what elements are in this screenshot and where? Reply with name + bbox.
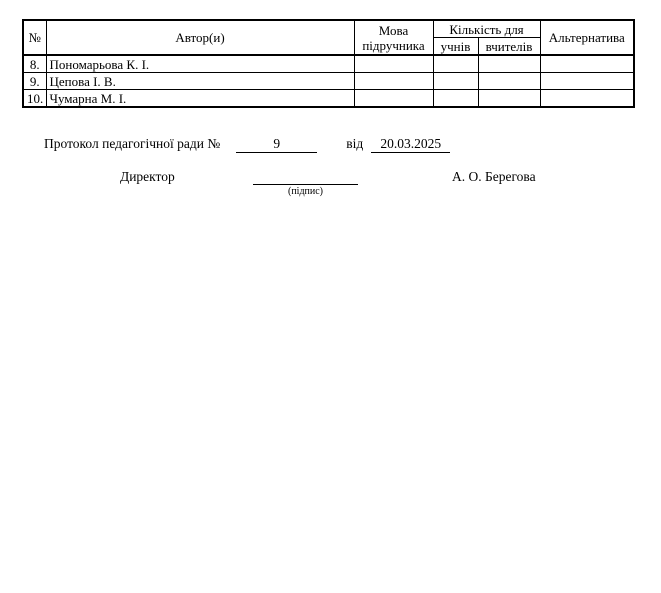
row-number-cell: 8. (22, 54, 47, 73)
teachers-count-cell (477, 72, 541, 90)
students-count-cell (432, 54, 479, 73)
protocol-label: Протокол педагогічної ради № (44, 136, 221, 151)
director-name: А. О. Берегова (452, 169, 536, 184)
signature-block: (підпис) (253, 169, 358, 198)
author-cell: Пономарьова К. І. (45, 54, 355, 73)
author-cell: Цепова І. В. (45, 72, 355, 90)
language-cell (353, 89, 434, 108)
textbook-order-table: № Автор(и) Мова підручника Кількість для… (22, 19, 635, 108)
signature-line (253, 169, 358, 185)
table-row: 9. Цепова І. В. (22, 72, 635, 90)
students-count-cell (432, 72, 479, 90)
language-cell (353, 72, 434, 90)
col-header-alternative: Альтернатива (539, 19, 635, 56)
teachers-count-cell (477, 89, 541, 108)
table-row: 10. Чумарна М. І. (22, 89, 635, 108)
protocol-from-label: від (346, 136, 364, 151)
protocol-number-field: 9 (236, 135, 318, 153)
table-header-row-main: № Автор(и) Мова підручника Кількість для… (22, 19, 635, 56)
col-header-authors: Автор(и) (45, 19, 355, 56)
alternative-cell (539, 72, 635, 90)
alternative-cell (539, 54, 635, 73)
row-number-cell: 10. (22, 89, 47, 108)
signature-caption: (підпис) (287, 186, 324, 197)
col-header-quantity-group: Кількість для (432, 19, 541, 38)
teachers-count-cell (477, 54, 541, 73)
protocol-date-field: 20.03.2025 (371, 135, 451, 153)
col-header-students: учнів (432, 37, 479, 56)
col-header-number: № (22, 19, 47, 56)
director-role-label: Директор (120, 169, 175, 184)
protocol-line: Протокол педагогічної ради № 9 від 20.03.20… (44, 135, 451, 153)
students-count-cell (432, 89, 479, 108)
col-header-teachers: вчителів (477, 37, 541, 56)
alternative-cell (539, 89, 635, 108)
col-header-language: Мова підручника (353, 19, 434, 56)
row-number-cell: 9. (22, 72, 47, 90)
author-cell: Чумарна М. І. (45, 89, 355, 108)
language-cell (353, 54, 434, 73)
table-row: 8. Пономарьова К. І. (22, 54, 635, 73)
